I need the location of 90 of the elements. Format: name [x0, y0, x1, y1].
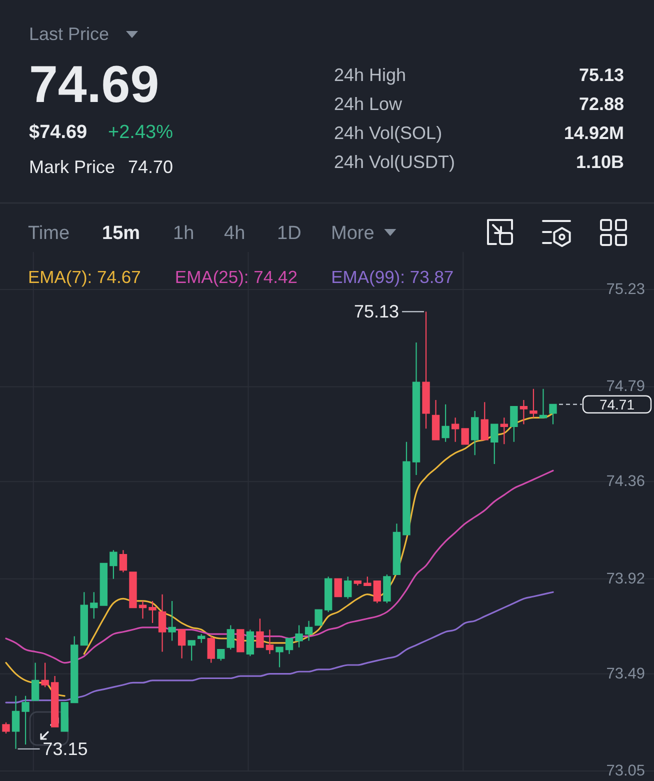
- text: +2.43%: [108, 122, 174, 143]
- candlestick: [344, 576, 352, 600]
- candlestick: [549, 404, 557, 425]
- candlestick: [41, 662, 49, 688]
- candlestick: [490, 424, 498, 465]
- candlestick: [451, 417, 460, 442]
- candlestick: [138, 600, 147, 620]
- candlestick: [432, 399, 440, 440]
- candlestick: [539, 388, 548, 418]
- text: EMA(99): 73.87: [331, 267, 454, 287]
- candlestick: [168, 600, 176, 642]
- text: 72.88: [578, 94, 624, 114]
- candlestick: [217, 648, 225, 662]
- candlestick: [70, 636, 78, 704]
- candlestick: [31, 662, 40, 701]
- candlestick: [304, 620, 313, 642]
- candlestick: [256, 618, 264, 648]
- text: Mark Price: [29, 157, 116, 177]
- y-tick-label: 73.49: [606, 665, 645, 682]
- candlestick: [285, 638, 294, 654]
- candlestick: [188, 640, 196, 662]
- candlestick: [90, 592, 98, 620]
- candlestick: [60, 702, 68, 732]
- text: More: [331, 223, 374, 244]
- annotation: 73.15: [42, 738, 88, 759]
- candlestick: [471, 410, 479, 456]
- candlestick: [2, 722, 10, 734]
- candlestick: [402, 441, 410, 536]
- candlestick: [520, 399, 528, 425]
- candlestick: [314, 609, 322, 626]
- text: 14.92M: [564, 123, 624, 143]
- candlestick: [500, 417, 508, 445]
- candlestick: [530, 388, 538, 418]
- text: 24h Vol(USDT): [334, 152, 456, 172]
- candlestick: [442, 404, 450, 442]
- text: Last Price: [29, 24, 110, 44]
- text: 15m: [102, 223, 140, 244]
- candlestick: [148, 600, 156, 624]
- candlestick: [198, 634, 206, 644]
- candlestick: [392, 523, 401, 575]
- candlestick: [158, 594, 166, 652]
- y-tick-label: 74.79: [606, 378, 645, 396]
- text: $74.69: [29, 122, 88, 143]
- candlestick: [266, 629, 274, 654]
- candlestick: [295, 624, 303, 648]
- candlestick: [412, 342, 420, 476]
- y-tick-label: 74.36: [606, 473, 645, 490]
- line-series: [5, 591, 554, 704]
- candlestick: [276, 646, 284, 668]
- text: 1h: [173, 223, 194, 244]
- candlestick: [373, 580, 382, 604]
- text: 24h High: [334, 65, 406, 85]
- candlestick: [246, 629, 254, 657]
- text: 4h: [224, 223, 246, 244]
- text: EMA(7): 74.67: [28, 267, 141, 287]
- line-series: [5, 470, 554, 664]
- candlestick: [383, 574, 391, 604]
- candlestick: [236, 629, 244, 652]
- text: 75.13: [578, 65, 624, 85]
- text: 1D: [277, 223, 302, 244]
- candlestick: [207, 636, 215, 664]
- text: 1.10B: [576, 152, 624, 172]
- text: EMA(25): 74.42: [174, 267, 298, 287]
- candlestick: [119, 550, 128, 573]
- candlestick: [226, 624, 235, 650]
- y-tick-label: 73.05: [606, 762, 645, 780]
- text: 24h Vol(SOL): [334, 123, 442, 143]
- y-tick-label: 73.92: [606, 570, 645, 588]
- y-tick-label: 75.23: [606, 281, 645, 298]
- candlestick: [461, 428, 469, 445]
- text: 24h Low: [334, 94, 404, 114]
- ref-line-label: 74.71: [599, 396, 635, 412]
- candlestick: [334, 578, 342, 598]
- candlestick: [364, 576, 372, 586]
- candlestick: [22, 695, 30, 746]
- candlestick: [100, 562, 108, 606]
- candlestick: [354, 580, 362, 586]
- text: 74.69: [29, 56, 160, 114]
- candlestick: [422, 311, 430, 430]
- candlestick: [80, 592, 88, 646]
- annotation: 75.13: [354, 302, 400, 322]
- candlestick: [12, 695, 20, 750]
- text: 74.70: [128, 157, 174, 177]
- candlestick: [110, 550, 118, 580]
- candlestick: [129, 572, 137, 608]
- candlestick: [510, 406, 518, 442]
- candlestick: [324, 576, 332, 613]
- text: Time: [28, 223, 70, 244]
- candlestick: [480, 402, 488, 440]
- candlestick: [178, 629, 186, 659]
